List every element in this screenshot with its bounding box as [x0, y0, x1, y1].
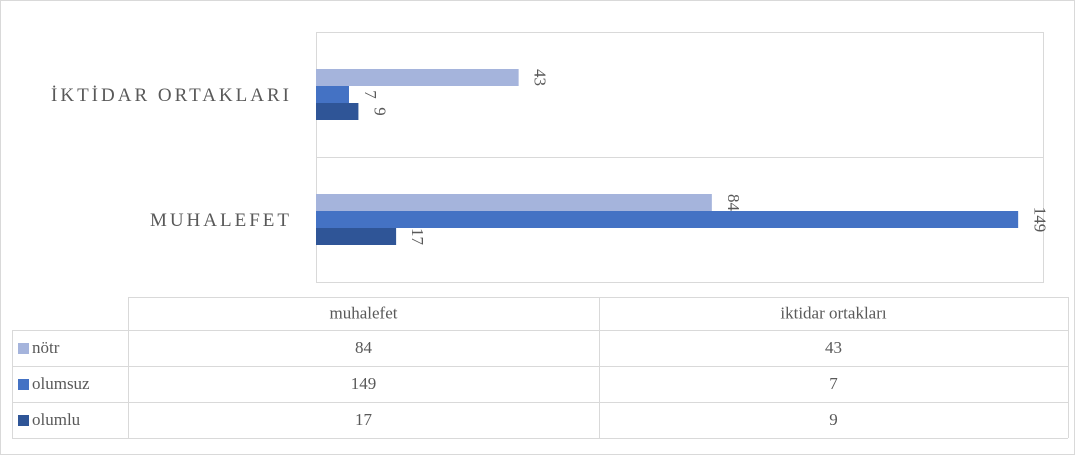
table-header: muhalefet: [330, 303, 398, 322]
data-label: 9: [371, 107, 390, 116]
legend-swatch: [18, 415, 29, 426]
bar: [316, 69, 519, 86]
table-cell: 43: [825, 338, 842, 357]
legend-label: olumlu: [32, 410, 81, 429]
bar: [316, 86, 349, 103]
bar: [316, 103, 359, 120]
table-header: iktidar ortakları: [780, 303, 886, 322]
table-cell: 149: [351, 374, 377, 393]
legend-swatch: [18, 379, 29, 390]
category-label: MUHALEFET: [150, 210, 292, 231]
bar: [316, 228, 397, 245]
data-label: 149: [1030, 207, 1049, 233]
data-label: 84: [724, 194, 743, 212]
bar: [316, 194, 712, 211]
legend-swatch: [18, 343, 29, 354]
table-cell: 84: [355, 338, 373, 357]
table-cell: 7: [829, 374, 838, 393]
legend-label: olumsuz: [32, 374, 90, 393]
table-cell: 9: [829, 410, 838, 429]
bar: [316, 211, 1019, 228]
category-label: İKTİDAR ORTAKLARI: [51, 85, 292, 106]
table-cell: 17: [355, 410, 373, 429]
data-label: 17: [408, 228, 427, 246]
data-label: 7: [361, 90, 380, 99]
data-label: 43: [531, 69, 550, 86]
legend-label: nötr: [32, 338, 60, 357]
